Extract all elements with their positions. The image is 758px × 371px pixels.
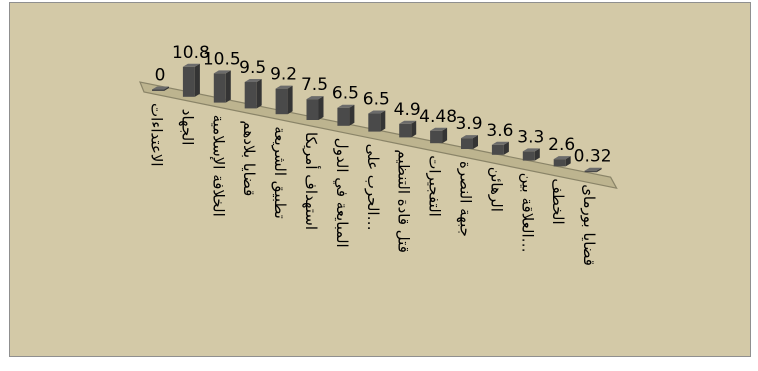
data-label: 6.5 — [332, 84, 359, 104]
bar — [275, 85, 293, 115]
bar-chart: 0 الاعتداءات 10.8 الجهاد 10.5 الخلافة الإسلام… — [139, 43, 618, 266]
data-label: 3.3 — [517, 127, 544, 147]
data-label: 3.6 — [486, 121, 513, 141]
data-label: 7.5 — [301, 75, 328, 95]
bar — [306, 96, 324, 120]
category-label: تطبيق الشريعة — [271, 126, 289, 219]
bar — [553, 156, 571, 167]
data-label: 4.48 — [419, 107, 457, 127]
data-label: 10.8 — [172, 43, 210, 63]
category-label: قضايا بورماى — [580, 184, 598, 266]
category-label: الرهائن — [487, 167, 505, 212]
bar — [244, 79, 262, 109]
bar — [399, 120, 417, 138]
data-label: 2.6 — [548, 135, 575, 155]
category-label: الخطف — [549, 178, 567, 224]
bar — [182, 63, 200, 97]
data-label: 3.9 — [455, 114, 482, 134]
data-label: 0 — [155, 66, 166, 86]
bar — [522, 148, 540, 161]
bar — [337, 104, 355, 126]
category-label: الخلافة الإسلامية — [209, 115, 227, 217]
category-label: قتل قادة التنظيم — [395, 149, 413, 252]
category-label: الحرب على… — [364, 144, 382, 231]
chart-area: 0 الاعتداءات 10.8 الجهاد 10.5 الخلافة الإسلام… — [9, 2, 751, 357]
bar — [152, 86, 169, 91]
bar — [584, 167, 602, 173]
category-label: العلاقة بين… — [518, 173, 536, 253]
data-label: 6.5 — [363, 90, 390, 110]
data-label: 4.9 — [394, 100, 421, 120]
bar — [430, 127, 448, 144]
data-label: 10.5 — [203, 49, 241, 69]
category-label: استهداف أمريكا — [302, 132, 321, 230]
chart-floor — [139, 81, 618, 190]
data-label: 0.32 — [574, 147, 612, 167]
category-label: قضايا بلادهم — [240, 120, 258, 196]
bar — [491, 141, 509, 155]
data-label: 9.5 — [239, 58, 266, 78]
bar — [213, 70, 231, 103]
category-label: الجهاد — [178, 109, 196, 146]
category-label: جبهة النصرة — [457, 161, 475, 237]
category-label: الاعتداءات — [148, 103, 166, 167]
category-label: التفجيرات — [426, 155, 444, 217]
category-label: المبايعة في الدول — [332, 138, 351, 248]
data-label: 9.2 — [270, 65, 297, 85]
bar — [368, 110, 386, 132]
bar — [461, 135, 478, 149]
